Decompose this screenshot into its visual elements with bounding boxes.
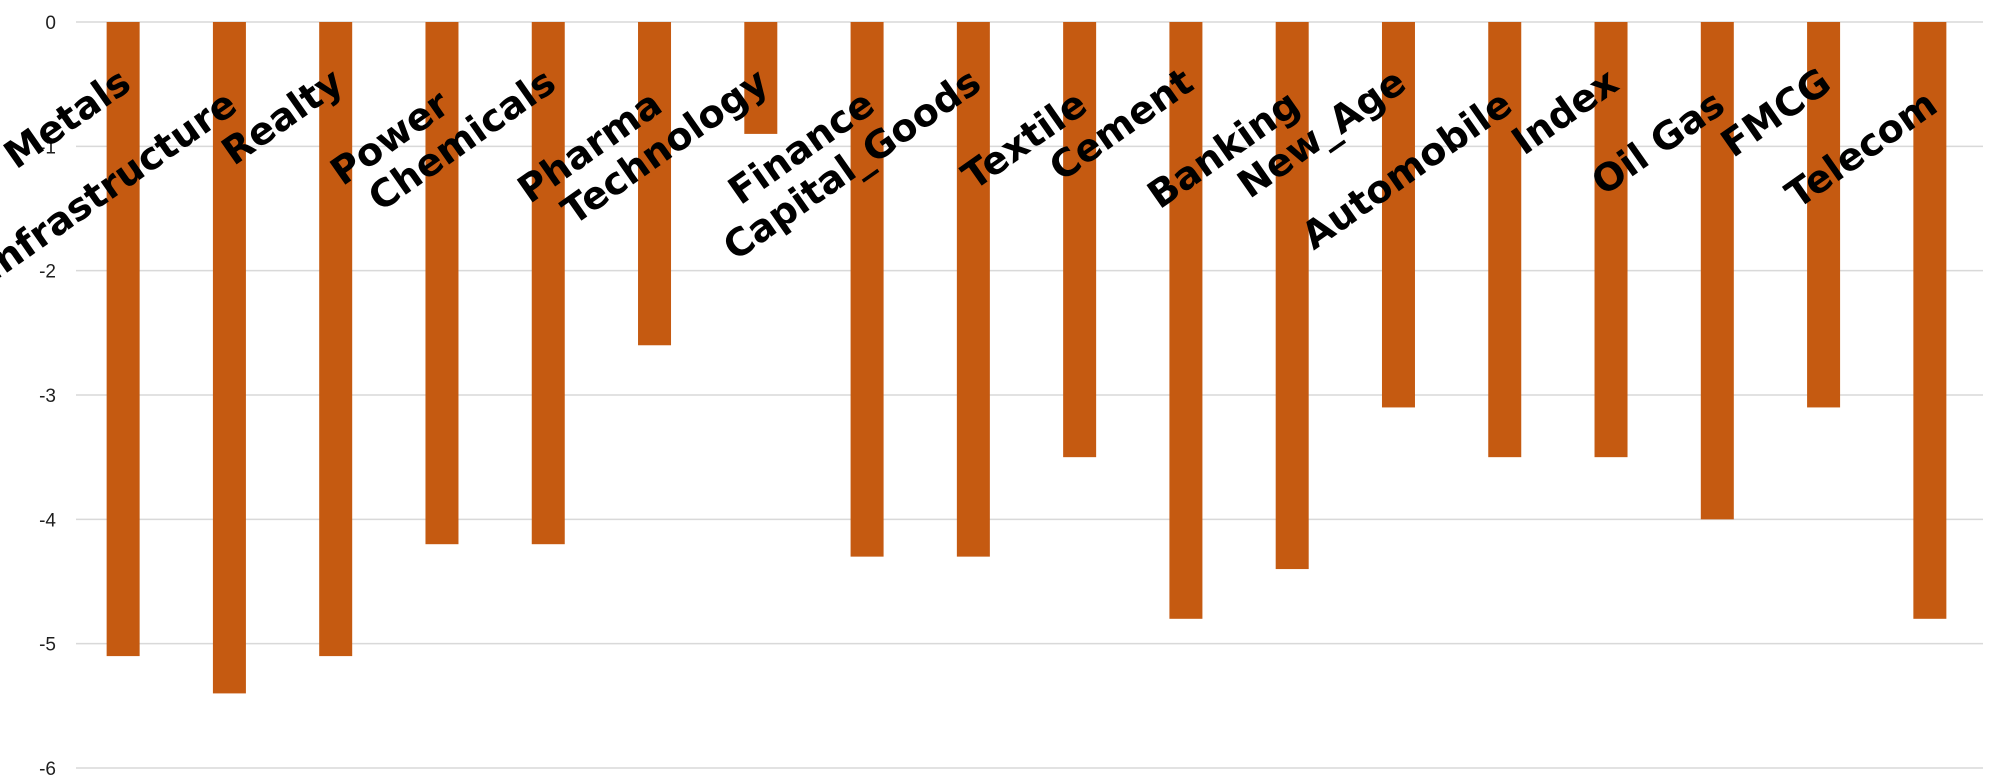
bar-technology [744,22,778,134]
y-tick-label: -2 [39,262,56,283]
y-tick-label: -5 [39,635,56,656]
bar-cement [1169,22,1203,619]
bar-index [1594,22,1628,458]
bar-oil-gas [1700,22,1734,520]
bar-automobile [1488,22,1522,458]
bar-power [425,22,459,545]
bar-banking [1275,22,1309,570]
bar-finance [850,22,884,557]
bar-realty [319,22,353,657]
bar-new-age [1381,22,1415,408]
bar-infrastructure [212,22,246,694]
y-tick-label: -1 [39,137,56,158]
gridlines [76,21,1983,769]
y-tick-label: -6 [39,759,56,779]
bar-pharma [638,22,672,346]
bar-metals [106,22,140,657]
bar-telecom [1913,22,1947,619]
y-tick-label: -4 [39,510,56,531]
bar-textile [1063,22,1097,458]
y-tick-label: -3 [39,386,56,407]
bar-capital-goods [956,22,990,557]
bar-fmcg [1807,22,1841,408]
y-axis-tick-labels: 0 -1 -2 -3 -4 -5 -6 [39,13,56,779]
bar-chemicals [531,22,565,545]
bars [106,22,1947,694]
y-tick-label: 0 [45,13,56,34]
